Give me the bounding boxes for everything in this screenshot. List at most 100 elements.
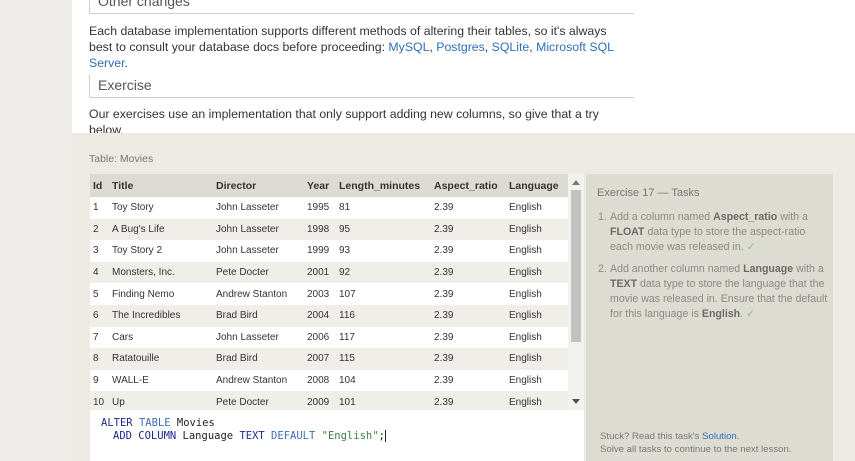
task-list: 1. Add a column named Aspect_ratio with … [598,210,830,329]
column-header: Language [506,174,568,197]
other-changes-paragraph: Each database implementation supports di… [89,23,629,71]
table-row: 9 WALL-E Andrew Stanton 2008 104 2.39 English [90,369,568,392]
table-cell: 1999 [304,240,336,262]
task-bold-term: Aspect_ratio [713,211,778,223]
sql-keyword: DEFAULT [264,430,322,442]
footer-line-2: Solve all tasks to continue to the next … [600,444,792,455]
scrollbar-thumb[interactable] [571,190,581,342]
table-cell: Toy Story 2 [109,240,213,262]
table-cell: 2.39 [431,391,506,410]
section-heading-other-changes: Other changes [89,0,634,14]
checkmark-icon: ✓ [746,241,756,253]
sql-query-editor[interactable]: ALTER TABLE Movies ADD COLUMN Language T… [90,410,584,461]
link-sqlite[interactable]: SQLite [491,40,530,54]
table-cell: Pete Docter [213,391,304,410]
solution-link[interactable]: Solution [702,431,737,442]
table-cell: English [506,326,568,349]
table-cell: John Lasseter [213,240,304,262]
table-cell: 2008 [304,369,336,392]
table-cell: Toy Story [109,197,213,219]
task-bold-term: Language [743,263,794,275]
link-separator: , [484,40,492,54]
footer-line-1: Stuck? Read this task's Solution. [600,430,791,443]
task-text: Add a column named Aspect_ratio with a F… [610,210,830,255]
table-cell: 116 [336,304,431,327]
table-cell: 2.39 [431,304,506,327]
tasks-title: Exercise 17 — Tasks [597,187,700,199]
sql-keyword: TABLE [138,417,171,429]
table-header-row: Id Title Director Year Length_minutes As… [90,174,568,197]
table-cell: English [506,304,568,327]
footer-text: Stuck? Read this task's [600,431,703,442]
sql-keyword: TEXT [239,430,265,442]
table-cell: Monsters, Inc. [109,261,213,284]
table-cell: Pete Docter [213,261,304,284]
task-text-part: Add a column named [610,211,714,223]
table-cell: 4 [90,261,109,284]
table-row: 1 Toy Story John Lasseter 1995 81 2.39 English [90,197,568,219]
table-cell: 107 [336,283,431,305]
table-cell: 117 [336,326,431,349]
table-cell: Cars [109,326,213,349]
table-cell: 2.39 [431,197,506,219]
task-text-part: with a [793,263,824,275]
table-caption: Table: Movies [89,153,154,165]
table-cell: 2.39 [431,348,506,370]
table-cell: 7 [90,326,109,349]
table-cell: English [506,261,568,284]
sql-identifier: Language [176,430,240,442]
table-cell: 3 [90,240,109,262]
scroll-down-arrow-icon[interactable] [572,399,580,404]
table-cell: 1 [90,197,109,219]
table-cell: The Incredibles [109,304,213,327]
table-cell: 95 [336,218,431,241]
task-bold-term: FLOAT [610,226,645,238]
table-cell: John Lasseter [213,326,304,349]
task-bold-term: TEXT [610,278,638,290]
task-text-part: data type to store the language that the… [610,278,828,320]
table-cell: 6 [90,304,109,327]
table-row: 10 Up Pete Docter 2009 101 2.39 English [90,391,568,410]
checkmark-icon: ✓ [746,308,755,320]
table-cell: 5 [90,283,109,305]
task-text-part: Add another column named [610,263,744,275]
table-cell: 9 [90,369,109,392]
table-cell: Andrew Stanton [213,369,304,392]
table-cell: 2009 [304,391,336,410]
link-microsoft-sql-server[interactable]: Microsoft SQL Server [89,40,614,70]
table-cell: English [506,369,568,392]
column-header: Aspect_ratio [431,174,506,197]
table-row: 6 The Incredibles Brad Bird 2004 116 2.39 Engl… [90,304,568,327]
table-cell: English [506,348,568,370]
column-header: Year [304,174,336,197]
link-postgres[interactable]: Postgres [436,40,485,54]
table-row: 8 Ratatouille Brad Bird 2007 115 2.39 English [90,348,568,370]
table-cell: 2.39 [431,283,506,305]
scroll-up-arrow-icon[interactable] [572,180,580,185]
column-header: Length_minutes [336,174,431,197]
table-cell: 1995 [304,197,336,219]
table-cell: 104 [336,369,431,392]
table-cell: 2.39 [431,369,506,392]
table-cell: Brad Bird [213,304,304,327]
editor-line-2: ADD COLUMN Language TEXT DEFAULT "Englis… [101,430,584,443]
sentence-end: . [124,56,128,70]
column-header: Id [90,174,109,197]
table-cell: 2004 [304,304,336,327]
other-changes-text: Each database implementation supports di… [89,24,607,54]
table-cell: 2.39 [431,240,506,262]
table-cell: 92 [336,261,431,284]
table-cell: English [506,218,568,241]
table-cell: Up [109,391,213,410]
table-cell: Ratatouille [109,348,213,370]
task-text-part: data type to store the aspect-ratio each… [610,226,806,253]
sql-keyword: ADD COLUMN [113,430,177,442]
table-cell: 10 [90,391,109,410]
link-mysql[interactable]: MySQL [388,40,430,54]
table-cell: 2.39 [431,326,506,349]
column-header: Director [213,174,304,197]
table-cell: 115 [336,348,431,370]
table-scrollbar[interactable] [568,174,584,410]
movies-table: Id Title Director Year Length_minutes As… [90,174,568,410]
